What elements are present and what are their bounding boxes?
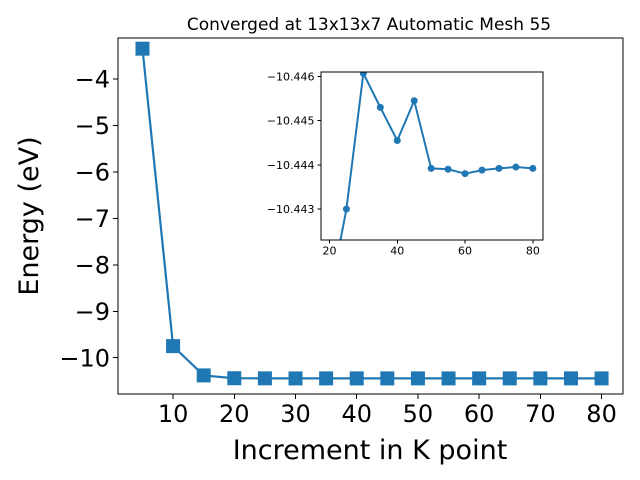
inset-x-ticks: 20 40 60 80	[322, 240, 540, 258]
inset-series-group	[339, 72, 537, 240]
inset-y-tick-label: −10.443	[267, 203, 315, 216]
inset-background	[321, 72, 543, 240]
inset-x-tick-label: 60	[458, 245, 472, 258]
main-data-point	[410, 371, 425, 386]
main-data-point	[288, 371, 303, 386]
main-x-tick-label: 60	[464, 400, 495, 428]
inset-data-point	[342, 205, 350, 213]
inset-x-tick-label: 80	[526, 245, 540, 258]
inset-plot-area: 20 40 60 80 −10.446 −10.445 −10.444 −10.443	[267, 70, 544, 258]
main-series-group	[135, 41, 609, 386]
main-y-tick-label: −9	[75, 298, 110, 326]
inset-data-point	[393, 137, 401, 145]
inset-data-point	[495, 164, 503, 172]
main-data-point	[441, 371, 456, 386]
main-y-tick-label: −10	[59, 344, 110, 372]
inset-x-tick-label: 20	[322, 245, 336, 258]
main-data-point	[319, 371, 334, 386]
main-series-line	[141, 48, 602, 380]
main-axes-frame	[117, 37, 624, 395]
inset-y-tick-label: −10.444	[267, 159, 315, 172]
main-x-tick-label: 30	[280, 400, 311, 428]
main-data-point	[257, 371, 272, 386]
x-axis-label: Increment in K point	[233, 435, 508, 466]
main-data-point	[502, 371, 517, 386]
y-axis-label: Energy (eV)	[14, 136, 45, 295]
inset-data-point	[376, 103, 384, 111]
chart-title: Converged at 13x13x7 Automatic Mesh 55	[187, 15, 551, 35]
inset-axes-frame	[320, 71, 544, 241]
main-data-point	[380, 371, 395, 386]
main-data-point	[563, 371, 578, 386]
inset-y-ticks: −10.446 −10.445 −10.444 −10.443	[267, 70, 321, 216]
main-data-point	[166, 339, 181, 354]
inset-data-point	[444, 165, 452, 173]
main-plot-area: 10 20 30 40 50 60 70 80 −4 −5 −6 −7 −8 −9 −10	[59, 37, 624, 428]
main-x-tick-label: 40	[341, 400, 372, 428]
main-y-tick-label: −6	[75, 158, 110, 186]
inset-data-point	[410, 97, 418, 105]
main-data-point	[472, 371, 487, 386]
inset-y-tick-label: −10.446	[267, 70, 315, 83]
main-data-point	[349, 371, 364, 386]
inset-data-point	[478, 166, 486, 174]
main-x-tick-label: 20	[219, 400, 250, 428]
inset-y-tick-label: −10.445	[267, 115, 315, 128]
main-x-tick-label: 70	[525, 400, 556, 428]
main-x-tick-label: 80	[586, 400, 617, 428]
main-y-tick-label: −8	[75, 251, 110, 279]
main-y-ticks: −4 −5 −6 −7 −8 −9 −10	[59, 66, 118, 372]
inset-data-point	[529, 164, 537, 172]
main-data-point	[594, 371, 609, 386]
inset-data-point	[427, 164, 435, 172]
main-x-tick-label: 10	[158, 400, 189, 428]
main-y-tick-label: −7	[75, 205, 110, 233]
main-x-tick-label: 50	[403, 400, 434, 428]
main-x-ticks: 10 20 30 40 50 60 70 80	[158, 394, 617, 428]
inset-data-point	[512, 163, 520, 171]
inset-data-point	[359, 72, 367, 77]
main-data-point	[135, 41, 150, 56]
main-data-point	[196, 368, 211, 383]
main-y-tick-label: −4	[75, 66, 110, 94]
inset-x-tick-label: 40	[390, 245, 404, 258]
main-y-tick-label: −5	[75, 112, 110, 140]
inset-data-point	[461, 170, 469, 178]
main-data-point	[533, 371, 548, 386]
main-data-point	[227, 371, 242, 386]
